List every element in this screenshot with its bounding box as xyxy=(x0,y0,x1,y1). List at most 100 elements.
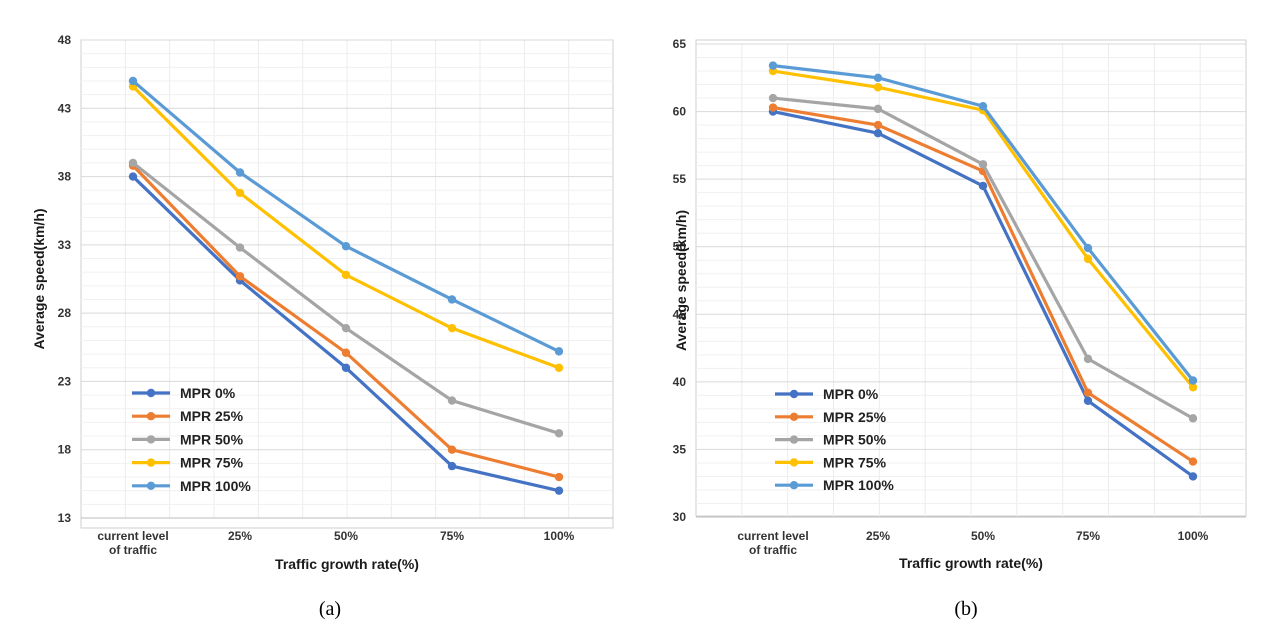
x-tick-label: 25% xyxy=(228,529,252,543)
data-point xyxy=(128,172,138,181)
x-tick-line: 50% xyxy=(971,529,995,543)
legend-label: MPR 25% xyxy=(180,408,244,424)
legend-label: MPR 75% xyxy=(180,455,244,471)
x-tick-line: 25% xyxy=(866,529,890,543)
x-tick-label: 25% xyxy=(866,529,890,543)
legend-label: MPR 0% xyxy=(180,385,236,401)
x-tick-label: 100% xyxy=(544,529,575,543)
legend-label: MPR 25% xyxy=(823,409,887,425)
legend-marker xyxy=(146,412,156,421)
data-point xyxy=(341,363,351,372)
legend-label: MPR 0% xyxy=(823,386,879,402)
data-point xyxy=(978,181,988,191)
y-tick-label: 60 xyxy=(673,105,687,119)
x-tick-label: 50% xyxy=(334,529,358,543)
x-tick-label: 50% xyxy=(971,529,995,543)
y-tick-label: 35 xyxy=(673,442,687,456)
x-tick-line: current level xyxy=(737,529,808,543)
x-tick-label: current level of traffic xyxy=(97,529,168,557)
data-point xyxy=(768,103,778,112)
y-axis-title: Average speed(km/h) xyxy=(31,208,47,349)
data-point xyxy=(447,295,457,304)
legend-label: MPR 100% xyxy=(180,478,251,494)
y-tick-label: 40 xyxy=(673,375,687,389)
data-point xyxy=(341,348,351,357)
data-point xyxy=(873,120,883,130)
x-axis-title: Traffic growth rate(%) xyxy=(899,555,1043,571)
data-point xyxy=(128,158,138,168)
x-tick-line: 75% xyxy=(1076,529,1100,543)
data-point xyxy=(1083,354,1093,364)
legend-label: MPR 100% xyxy=(823,477,894,493)
x-tick-line: 75% xyxy=(440,529,464,543)
figure-caption: (a) xyxy=(319,598,341,620)
x-axis-title: Traffic growth rate(%) xyxy=(275,556,419,572)
data-point xyxy=(554,486,564,495)
chart-b: 30 35 40 45 50 55 60 65 current level of traffic 2… xyxy=(673,37,1247,620)
legend-marker xyxy=(789,481,799,490)
x-tick-line: 50% xyxy=(334,529,358,543)
data-point xyxy=(447,323,457,333)
y-tick-label: 45 xyxy=(673,307,687,321)
x-tick-line: 25% xyxy=(228,529,252,543)
legend-label: MPR 50% xyxy=(823,432,887,448)
data-point xyxy=(341,323,351,333)
data-point xyxy=(447,445,457,454)
data-point xyxy=(554,363,564,372)
legend-marker xyxy=(146,458,156,467)
data-point xyxy=(873,73,883,82)
y-tick-label: 48 xyxy=(58,33,72,47)
legend-marker xyxy=(789,389,799,399)
data-point xyxy=(235,168,245,177)
y-tick-label: 18 xyxy=(58,443,72,457)
data-point xyxy=(235,188,245,198)
data-point xyxy=(768,93,778,103)
figure-caption: (b) xyxy=(954,598,977,620)
y-axis-title: Average speed(km/h) xyxy=(673,210,689,351)
legend-label: MPR 50% xyxy=(180,431,244,447)
data-point xyxy=(554,472,564,482)
data-point xyxy=(873,83,883,92)
legend-marker xyxy=(146,435,156,444)
data-point xyxy=(447,461,457,471)
chart-a: 13 18 23 28 33 38 43 48 current level of traffic 2… xyxy=(31,33,614,620)
data-point xyxy=(554,429,564,438)
data-point xyxy=(128,76,138,86)
data-point xyxy=(341,270,351,280)
x-tick-line: current level xyxy=(97,529,168,543)
x-tick-label: 75% xyxy=(1076,529,1100,543)
y-tick-label: 43 xyxy=(58,101,72,115)
y-tick-label: 38 xyxy=(58,170,72,184)
y-tick-label: 50 xyxy=(673,240,687,254)
data-point xyxy=(1083,254,1093,264)
legend: MPR 0% MPR 25% MPR 50% MPR 75% MPR 100% xyxy=(132,385,251,494)
data-point xyxy=(768,61,778,70)
data-point xyxy=(1188,457,1198,466)
data-point xyxy=(1083,243,1093,253)
x-tick-line: of traffic xyxy=(109,543,157,557)
x-tick-line: 100% xyxy=(1178,529,1209,543)
data-point xyxy=(978,101,988,111)
data-point xyxy=(447,396,457,405)
x-tick-label: current level of traffic xyxy=(737,529,808,557)
legend-label: MPR 75% xyxy=(823,454,887,470)
legend: MPR 0% MPR 25% MPR 50% MPR 75% MPR 100% xyxy=(775,386,894,493)
legend-marker xyxy=(146,481,156,490)
legend-marker xyxy=(789,435,799,444)
y-tick-label: 13 xyxy=(58,511,72,525)
y-tick-label: 65 xyxy=(673,37,687,51)
data-point xyxy=(1083,396,1093,405)
data-point xyxy=(554,347,564,356)
y-tick-label: 23 xyxy=(58,374,72,388)
legend-marker xyxy=(789,458,799,467)
y-tick-label: 30 xyxy=(673,510,687,524)
data-point xyxy=(341,242,351,251)
x-tick-label: 75% xyxy=(440,529,464,543)
legend-marker xyxy=(146,388,156,398)
x-tick-line: 100% xyxy=(544,529,575,543)
y-tick-label: 55 xyxy=(673,172,687,186)
y-tick-label: 28 xyxy=(58,306,72,320)
data-point xyxy=(1188,472,1198,481)
data-point xyxy=(1188,414,1198,423)
